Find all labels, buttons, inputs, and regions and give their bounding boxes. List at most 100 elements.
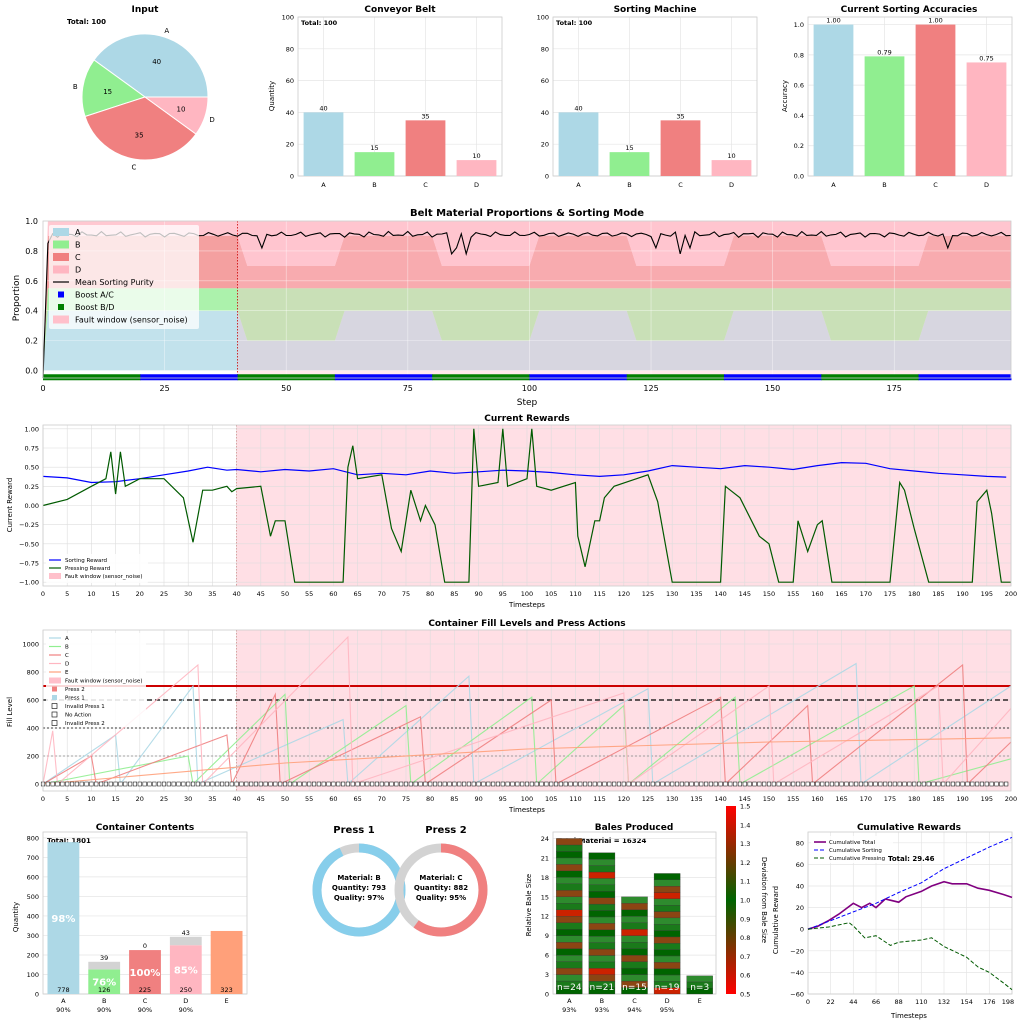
x-tick-label: D: [984, 181, 989, 189]
bar-value-label: 225: [139, 986, 151, 994]
action-marker: [457, 781, 462, 787]
action-marker: [239, 781, 244, 787]
y-tick-label: 12: [541, 913, 549, 921]
action-marker: [781, 781, 786, 787]
colorbar-tick: 0.9: [740, 915, 750, 923]
action-marker: [612, 781, 617, 787]
action-marker: [326, 781, 331, 787]
action-marker: [307, 781, 312, 787]
action-marker: [181, 781, 186, 787]
y-tick-label: 0.0: [794, 173, 804, 181]
press1-title: Press 1: [333, 825, 374, 836]
bar-top-label: 43: [182, 929, 190, 937]
bale-segment: [588, 903, 616, 911]
legend-label: Fault window (sensor_noise): [75, 316, 188, 325]
action-marker: [921, 781, 926, 787]
action-marker: [873, 781, 878, 787]
bale-segment: [686, 975, 713, 983]
x-tick-label: 5: [65, 590, 69, 598]
action-marker: [142, 781, 147, 787]
action-marker: [394, 781, 399, 787]
x-tick-label: 88: [895, 998, 903, 1006]
x-sublabel: 93%: [595, 1006, 609, 1014]
action-marker: [868, 781, 873, 787]
action-marker: [379, 781, 384, 787]
legend-label: Fault window (sensor_noise): [65, 679, 142, 685]
y-tick-label: 0.00: [25, 502, 39, 510]
action-marker: [190, 781, 196, 787]
bale-segment: [588, 852, 616, 860]
legend-label: C: [65, 653, 69, 659]
y-tick-label: −20: [790, 947, 804, 955]
bar-C: [660, 120, 701, 176]
plot-frame: [42, 220, 1012, 379]
bale-segment: [653, 879, 681, 887]
action-marker: [89, 781, 94, 787]
bar-A: [303, 112, 344, 176]
legend-box: [49, 225, 199, 329]
colorbar-tick: 1.2: [740, 859, 750, 867]
fill-line-chart: 0 200 400 600 800 1000 0 5 10 15 20 25 30 35 40 45 50 55 6…: [22, 629, 1017, 803]
action-marker: [984, 781, 989, 787]
bale-segment: [588, 968, 616, 975]
bale-segment: [653, 930, 681, 938]
x-tick-label: 80: [426, 795, 434, 803]
bale-segment: [556, 870, 583, 878]
x-tick-label: 125: [642, 590, 654, 598]
fill-series-A: [42, 662, 1012, 786]
bar-value-label: 1.00: [928, 17, 942, 25]
action-marker: [128, 781, 133, 787]
input-total: Total: 100: [67, 18, 106, 26]
x-tick-label: 65: [353, 795, 361, 803]
fill-ylabel: Fill Level: [6, 697, 14, 727]
bale-segment: [653, 936, 681, 944]
y-tick-label: 80: [286, 45, 294, 53]
x-tick-label: 15: [111, 590, 119, 598]
legend-label: Pressing Reward: [65, 566, 110, 572]
bar-value-label: 35: [676, 112, 684, 120]
bale-segment: [556, 967, 583, 975]
x-tick-label: 75: [402, 795, 410, 803]
action-marker: [684, 781, 689, 787]
bale-segment: [621, 903, 648, 910]
x-tick-label: 5: [65, 795, 69, 803]
bar-value-label: 323: [220, 986, 232, 994]
bar-value-label: 0.75: [979, 54, 993, 62]
action-marker: [737, 781, 743, 787]
x-tick-label: 110: [569, 795, 581, 803]
action-marker: [195, 781, 200, 787]
action-marker: [297, 781, 302, 787]
x-tick-label: 115: [593, 590, 605, 598]
fill-xlabel: Timesteps: [508, 806, 545, 814]
bar-C: [129, 950, 161, 994]
action-marker: [1004, 781, 1009, 787]
press2-material: Material: C: [419, 874, 462, 882]
action-marker: [626, 781, 631, 787]
action-marker: [946, 781, 951, 787]
action-marker: [941, 781, 946, 787]
y-tick-label: 80: [541, 45, 549, 53]
y-tick-label: 0: [800, 926, 804, 934]
plot-frame: [42, 424, 1012, 587]
bar-value-label: 1.00: [826, 17, 840, 25]
x-tick-label: 105: [545, 590, 557, 598]
bar-value-label: 250: [180, 986, 192, 994]
pie-value-label: 10: [176, 106, 185, 114]
sorting-bar-chart: 0 20 40 60 80 100 40 A 15 B 35 C 10 D Total: 100: [537, 14, 758, 189]
x-tick-label: 120: [618, 590, 630, 598]
bale-segment: [588, 878, 616, 885]
x-sublabel: 90%: [138, 1006, 152, 1014]
rewards-line-chart: −1.00 −0.75 −0.50 −0.25 0.00 0.25 0.50 0.75 1.00…: [19, 424, 1017, 598]
pie-value-label: 35: [135, 131, 144, 139]
x-tick-label: 66: [872, 998, 880, 1006]
bar-C: [915, 24, 956, 177]
action-marker: [887, 781, 893, 787]
belt-area-chart: 0.0 0.2 0.4 0.6 0.8 1.0 0 25 50 75 100 125 150 175 ABC…: [25, 217, 1012, 393]
bales-colorbar-label: Deviation from Bale Size: [760, 857, 768, 943]
x-tick-label: 110: [569, 590, 581, 598]
action-marker: [45, 781, 50, 787]
bar-value-label: 15: [625, 144, 633, 152]
action-marker: [897, 781, 902, 787]
bar-top-label: 39: [100, 954, 108, 962]
x-tick-label: 130: [666, 795, 678, 803]
